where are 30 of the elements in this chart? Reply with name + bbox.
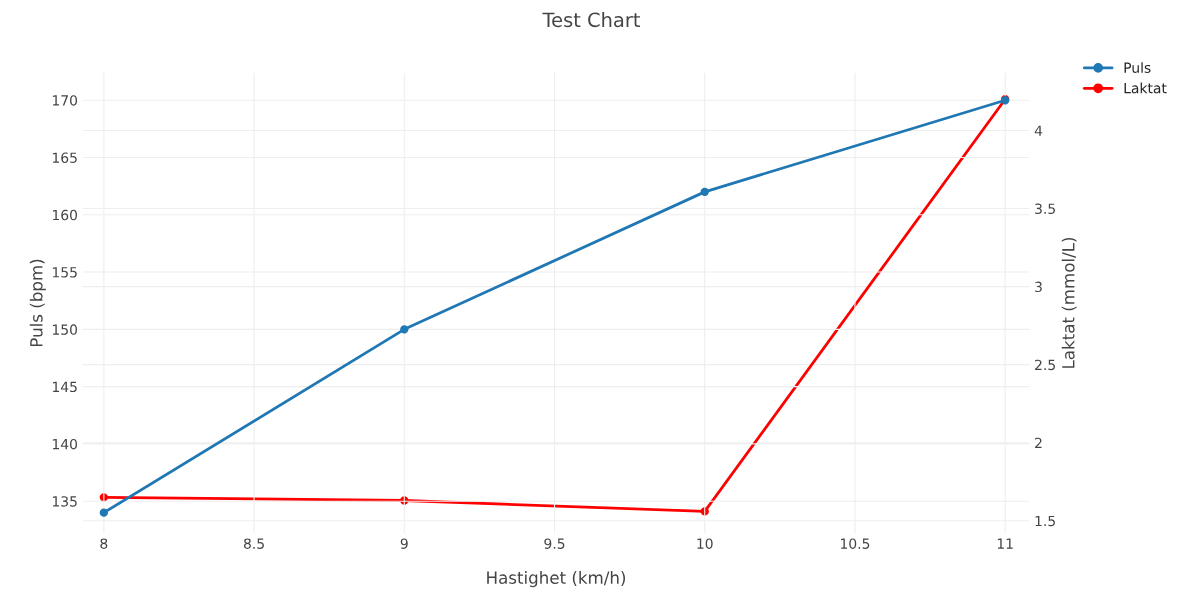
x-tick-label: 8 — [100, 538, 108, 549]
y-tick-label: 160 — [52, 209, 78, 221]
y2-tick-label: 3 — [1035, 281, 1042, 293]
legend-label: Puls — [1124, 62, 1151, 73]
y2-tick-label: 3.5 — [1035, 203, 1055, 215]
y-axis-title: Puls (bpm) — [29, 259, 46, 347]
legend-label: Laktat — [1124, 82, 1167, 94]
y2-axis-title: Laktat (mmol/L) — [1061, 237, 1077, 368]
y-tick-label: 150 — [52, 324, 78, 335]
point — [700, 187, 709, 197]
x-tick-label: 9.5 — [544, 538, 565, 549]
y2-tick-label: 4 — [1034, 125, 1043, 136]
x-axis-title: Hastighet (km/h) — [487, 571, 626, 588]
y-tick-label: 155 — [52, 267, 77, 278]
point — [400, 325, 409, 334]
y-tick-label: 140 — [52, 438, 78, 450]
point — [99, 508, 109, 517]
chart-title: Test Chart — [542, 12, 640, 28]
x-tick-label: 10 — [697, 538, 713, 549]
y-tick-label: 145 — [52, 381, 77, 393]
y-tick-label: 135 — [52, 496, 77, 507]
x-tick-label: 8.5 — [243, 538, 264, 549]
x-tick-label: 11 — [997, 538, 1013, 549]
y-tick-label: 165 — [52, 152, 77, 163]
y2-tick-label: 1.5 — [1035, 515, 1055, 527]
x-tick-label: 10.5 — [841, 538, 870, 549]
y2-tick-label: 2 — [1035, 437, 1042, 449]
y-tick-label: 170 — [52, 95, 78, 106]
y2-tick-label: 2.5 — [1035, 359, 1055, 371]
x-tick-label: 9 — [400, 538, 408, 549]
